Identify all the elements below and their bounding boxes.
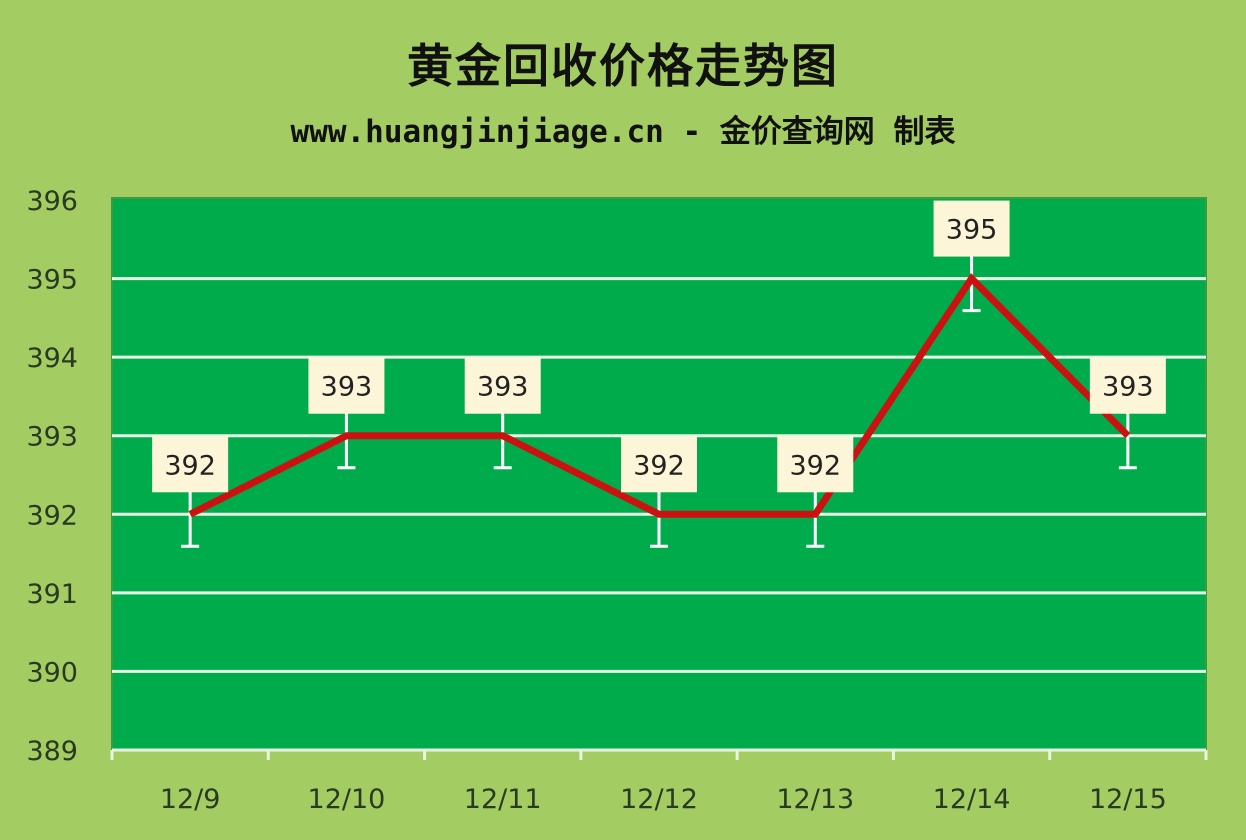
y-tick-label: 395 [26,265,78,296]
data-label-box [464,357,541,414]
data-label-box [621,436,697,493]
x-tick-label: 12/13 [776,784,854,815]
y-tick-label: 392 [26,500,78,531]
data-label: 395 [946,215,998,246]
data-label: 392 [164,450,216,481]
x-tick-label: 12/15 [1089,784,1167,815]
data-label: 393 [477,372,529,403]
chart-title: 黄金回收价格走势图 [407,39,839,93]
data-label-box [777,436,854,493]
y-tick-label: 393 [26,422,78,453]
x-tick-label: 12/9 [160,784,221,815]
data-label-box [1089,357,1166,414]
y-tick-label: 391 [26,579,78,610]
data-label-box [933,200,1010,257]
y-tick-label: 390 [26,657,78,688]
y-tick-label: 394 [26,343,78,374]
data-label: 393 [1102,372,1154,403]
chart-subtitle: www.huangjinjiage.cn - 金价查询网 制表 [290,114,956,150]
x-tick-label: 12/10 [308,784,386,815]
x-tick-label: 12/12 [620,784,698,815]
data-label: 392 [790,450,842,481]
data-label-box [308,357,385,414]
data-label: 392 [633,450,685,481]
y-tick-label: 389 [26,736,78,767]
x-tick-label: 12/14 [933,784,1011,815]
data-label: 393 [321,372,373,403]
y-tick-label: 396 [26,186,78,217]
x-tick-label: 12/11 [464,784,542,815]
data-label-box [152,436,229,493]
series-line [188,273,1131,518]
